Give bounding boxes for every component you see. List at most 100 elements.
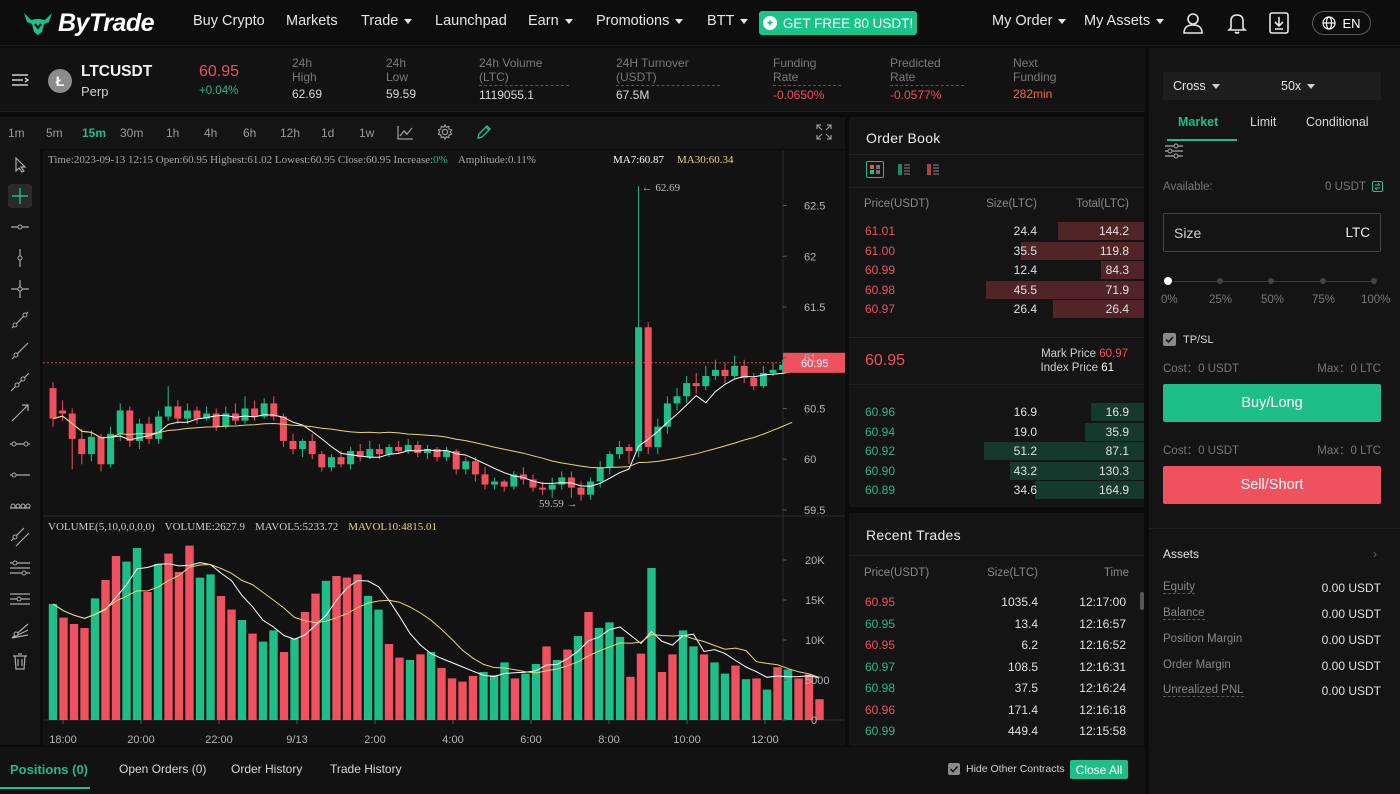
- price-line-icon[interactable]: [8, 432, 32, 456]
- timeframe-4h[interactable]: 4h: [204, 126, 218, 140]
- timeframe-5m[interactable]: 5m: [46, 126, 63, 140]
- leverage-select[interactable]: 50x: [1281, 79, 1316, 93]
- assets-title[interactable]: Assets: [1163, 547, 1200, 561]
- cross-line-icon[interactable]: [8, 277, 32, 301]
- candle-body: [423, 449, 431, 454]
- tab-open-orders[interactable]: Open Orders (0): [119, 762, 207, 776]
- ray-line-icon[interactable]: [8, 339, 32, 363]
- arrow-line-icon[interactable]: [8, 401, 32, 425]
- buy-long-button[interactable]: Buy/Long: [1163, 384, 1381, 422]
- tab-order-history[interactable]: Order History: [231, 762, 303, 776]
- hide-other-checkbox[interactable]: [948, 763, 960, 775]
- timeframe-1d[interactable]: 1d: [321, 126, 335, 140]
- trades-header-price: Price(USDT): [864, 567, 930, 579]
- vertical-line-icon[interactable]: [8, 246, 32, 270]
- size-placeholder: Size: [1174, 225, 1202, 241]
- chevron-right-icon[interactable]: ›: [1373, 547, 1377, 561]
- ask-row[interactable]: 60.97 26.4 26.4: [849, 299, 1144, 318]
- tab-trade-history[interactable]: Trade History: [330, 762, 402, 776]
- size-slider[interactable]: [1164, 277, 1377, 287]
- chart-canvas[interactable]: 60.95 ← 62.69 59.59 → 62.5 62 61.5 61 60.5 60 59…: [43, 150, 845, 746]
- tab-positions[interactable]: Positions (0): [10, 762, 89, 777]
- margin-mode-select[interactable]: Cross: [1173, 79, 1220, 93]
- horizontal-segment-icon[interactable]: [8, 463, 32, 487]
- order-settings-icon[interactable]: [1164, 142, 1184, 163]
- nav-earn[interactable]: Earn: [528, 13, 573, 29]
- nav-launchpad[interactable]: Launchpad: [435, 13, 507, 29]
- fib-extension-icon[interactable]: [8, 587, 32, 611]
- volume-bar: [342, 577, 352, 720]
- price-channel-icon[interactable]: [8, 494, 32, 518]
- size-input[interactable]: Size LTC: [1163, 213, 1381, 252]
- timeframe-1h[interactable]: 1h: [166, 126, 180, 140]
- nav-trade[interactable]: Trade: [361, 13, 413, 29]
- tab-market[interactable]: Market: [1178, 115, 1219, 129]
- nav-promotions[interactable]: Promotions: [596, 13, 684, 29]
- free-usdt-promo-button[interactable]: ✦ GET FREE 80 USDT!: [759, 11, 917, 35]
- price-tick-label: 60: [804, 454, 816, 466]
- menu-icon[interactable]: [11, 73, 30, 90]
- bytrade-logo[interactable]: ByTrade: [22, 8, 155, 38]
- fibonacci-icon[interactable]: [8, 556, 32, 580]
- nav-markets[interactable]: Markets: [286, 13, 338, 29]
- book-view-both-icon[interactable]: [866, 161, 884, 178]
- candle-body: [193, 410, 201, 419]
- order-book-title: Order Book: [866, 130, 941, 146]
- my-order-menu[interactable]: My Order: [992, 13, 1067, 29]
- volume-bar: [752, 678, 761, 720]
- ask-row[interactable]: 60.98 45.5 71.9: [849, 280, 1144, 299]
- volume-bar: [489, 675, 499, 720]
- indicator-chart-icon[interactable]: [397, 125, 414, 143]
- book-view-asks-icon[interactable]: [926, 162, 942, 180]
- slider-handle[interactable]: [1164, 277, 1172, 285]
- gift-icon: ✦: [762, 16, 777, 30]
- bid-row[interactable]: 60.92 51.2 87.1: [849, 441, 1144, 460]
- tab-conditional[interactable]: Conditional: [1306, 115, 1369, 129]
- timeframe-1m[interactable]: 1m: [8, 126, 25, 140]
- sell-short-button[interactable]: Sell/Short: [1163, 466, 1381, 504]
- stat-24h-turnover: 24H Turnover (USDT) 67.5M: [616, 56, 720, 102]
- bid-row[interactable]: 60.96 16.9 16.9: [849, 402, 1144, 421]
- tab-limit[interactable]: Limit: [1250, 115, 1277, 129]
- transfer-icon[interactable]: [1372, 181, 1383, 192]
- user-icon[interactable]: [1182, 12, 1204, 37]
- volume-tick-label: 5000: [805, 675, 829, 687]
- crosshair-icon[interactable]: [8, 184, 32, 208]
- book-view-bids-icon[interactable]: [897, 162, 913, 180]
- timeframe-6h[interactable]: 6h: [243, 126, 257, 140]
- ask-row[interactable]: 60.99 12.4 84.3: [849, 260, 1144, 279]
- bid-row[interactable]: 60.90 43.2 130.3: [849, 461, 1144, 480]
- timeframe-12h[interactable]: 12h: [280, 126, 301, 140]
- candlestick-chart[interactable]: 60.95 ← 62.69 59.59 → 62.5 62 61.5 61 60.5 60 59…: [43, 150, 845, 746]
- trash-icon[interactable]: [8, 649, 32, 673]
- horizontal-ray-icon[interactable]: [8, 215, 32, 239]
- candle-body: [683, 383, 691, 397]
- nav-buy-crypto[interactable]: Buy Crypto: [193, 13, 265, 29]
- draw-pen-icon[interactable]: [476, 124, 492, 143]
- trend-line-icon[interactable]: [8, 308, 32, 332]
- parallel-channel-icon[interactable]: [8, 525, 32, 549]
- extended-line-icon[interactable]: [8, 370, 32, 394]
- timeframe-15m[interactable]: 15m: [82, 126, 107, 140]
- volume-bar: [374, 609, 383, 720]
- cursor-arrow-icon[interactable]: [8, 153, 32, 177]
- fullscreen-icon[interactable]: [816, 124, 832, 143]
- fan-lines-icon[interactable]: [8, 618, 32, 642]
- trades-scrollbar[interactable]: [1140, 592, 1144, 610]
- language-selector[interactable]: EN: [1312, 11, 1371, 35]
- nav-btt[interactable]: BTT: [707, 13, 749, 29]
- my-assets-menu[interactable]: My Assets: [1084, 13, 1165, 29]
- tpsl-checkbox[interactable]: [1163, 333, 1176, 346]
- download-icon[interactable]: [1269, 12, 1289, 37]
- notification-bell-icon[interactable]: [1227, 12, 1247, 37]
- bid-row[interactable]: 60.94 19.0 35.9: [849, 422, 1144, 441]
- symbol-name[interactable]: LTCUSDT: [81, 63, 153, 80]
- ask-row[interactable]: 61.01 24.4 144.2: [849, 221, 1144, 240]
- close-all-button[interactable]: Close All: [1070, 760, 1128, 779]
- settings-gear-icon[interactable]: [437, 123, 453, 143]
- volume-bar: [59, 617, 68, 720]
- bid-row[interactable]: 60.89 34.6 164.9: [849, 480, 1144, 499]
- timeframe-1w[interactable]: 1w: [359, 126, 375, 140]
- timeframe-30m[interactable]: 30m: [120, 126, 144, 140]
- ask-row[interactable]: 61.00 35.5 119.8: [849, 241, 1144, 260]
